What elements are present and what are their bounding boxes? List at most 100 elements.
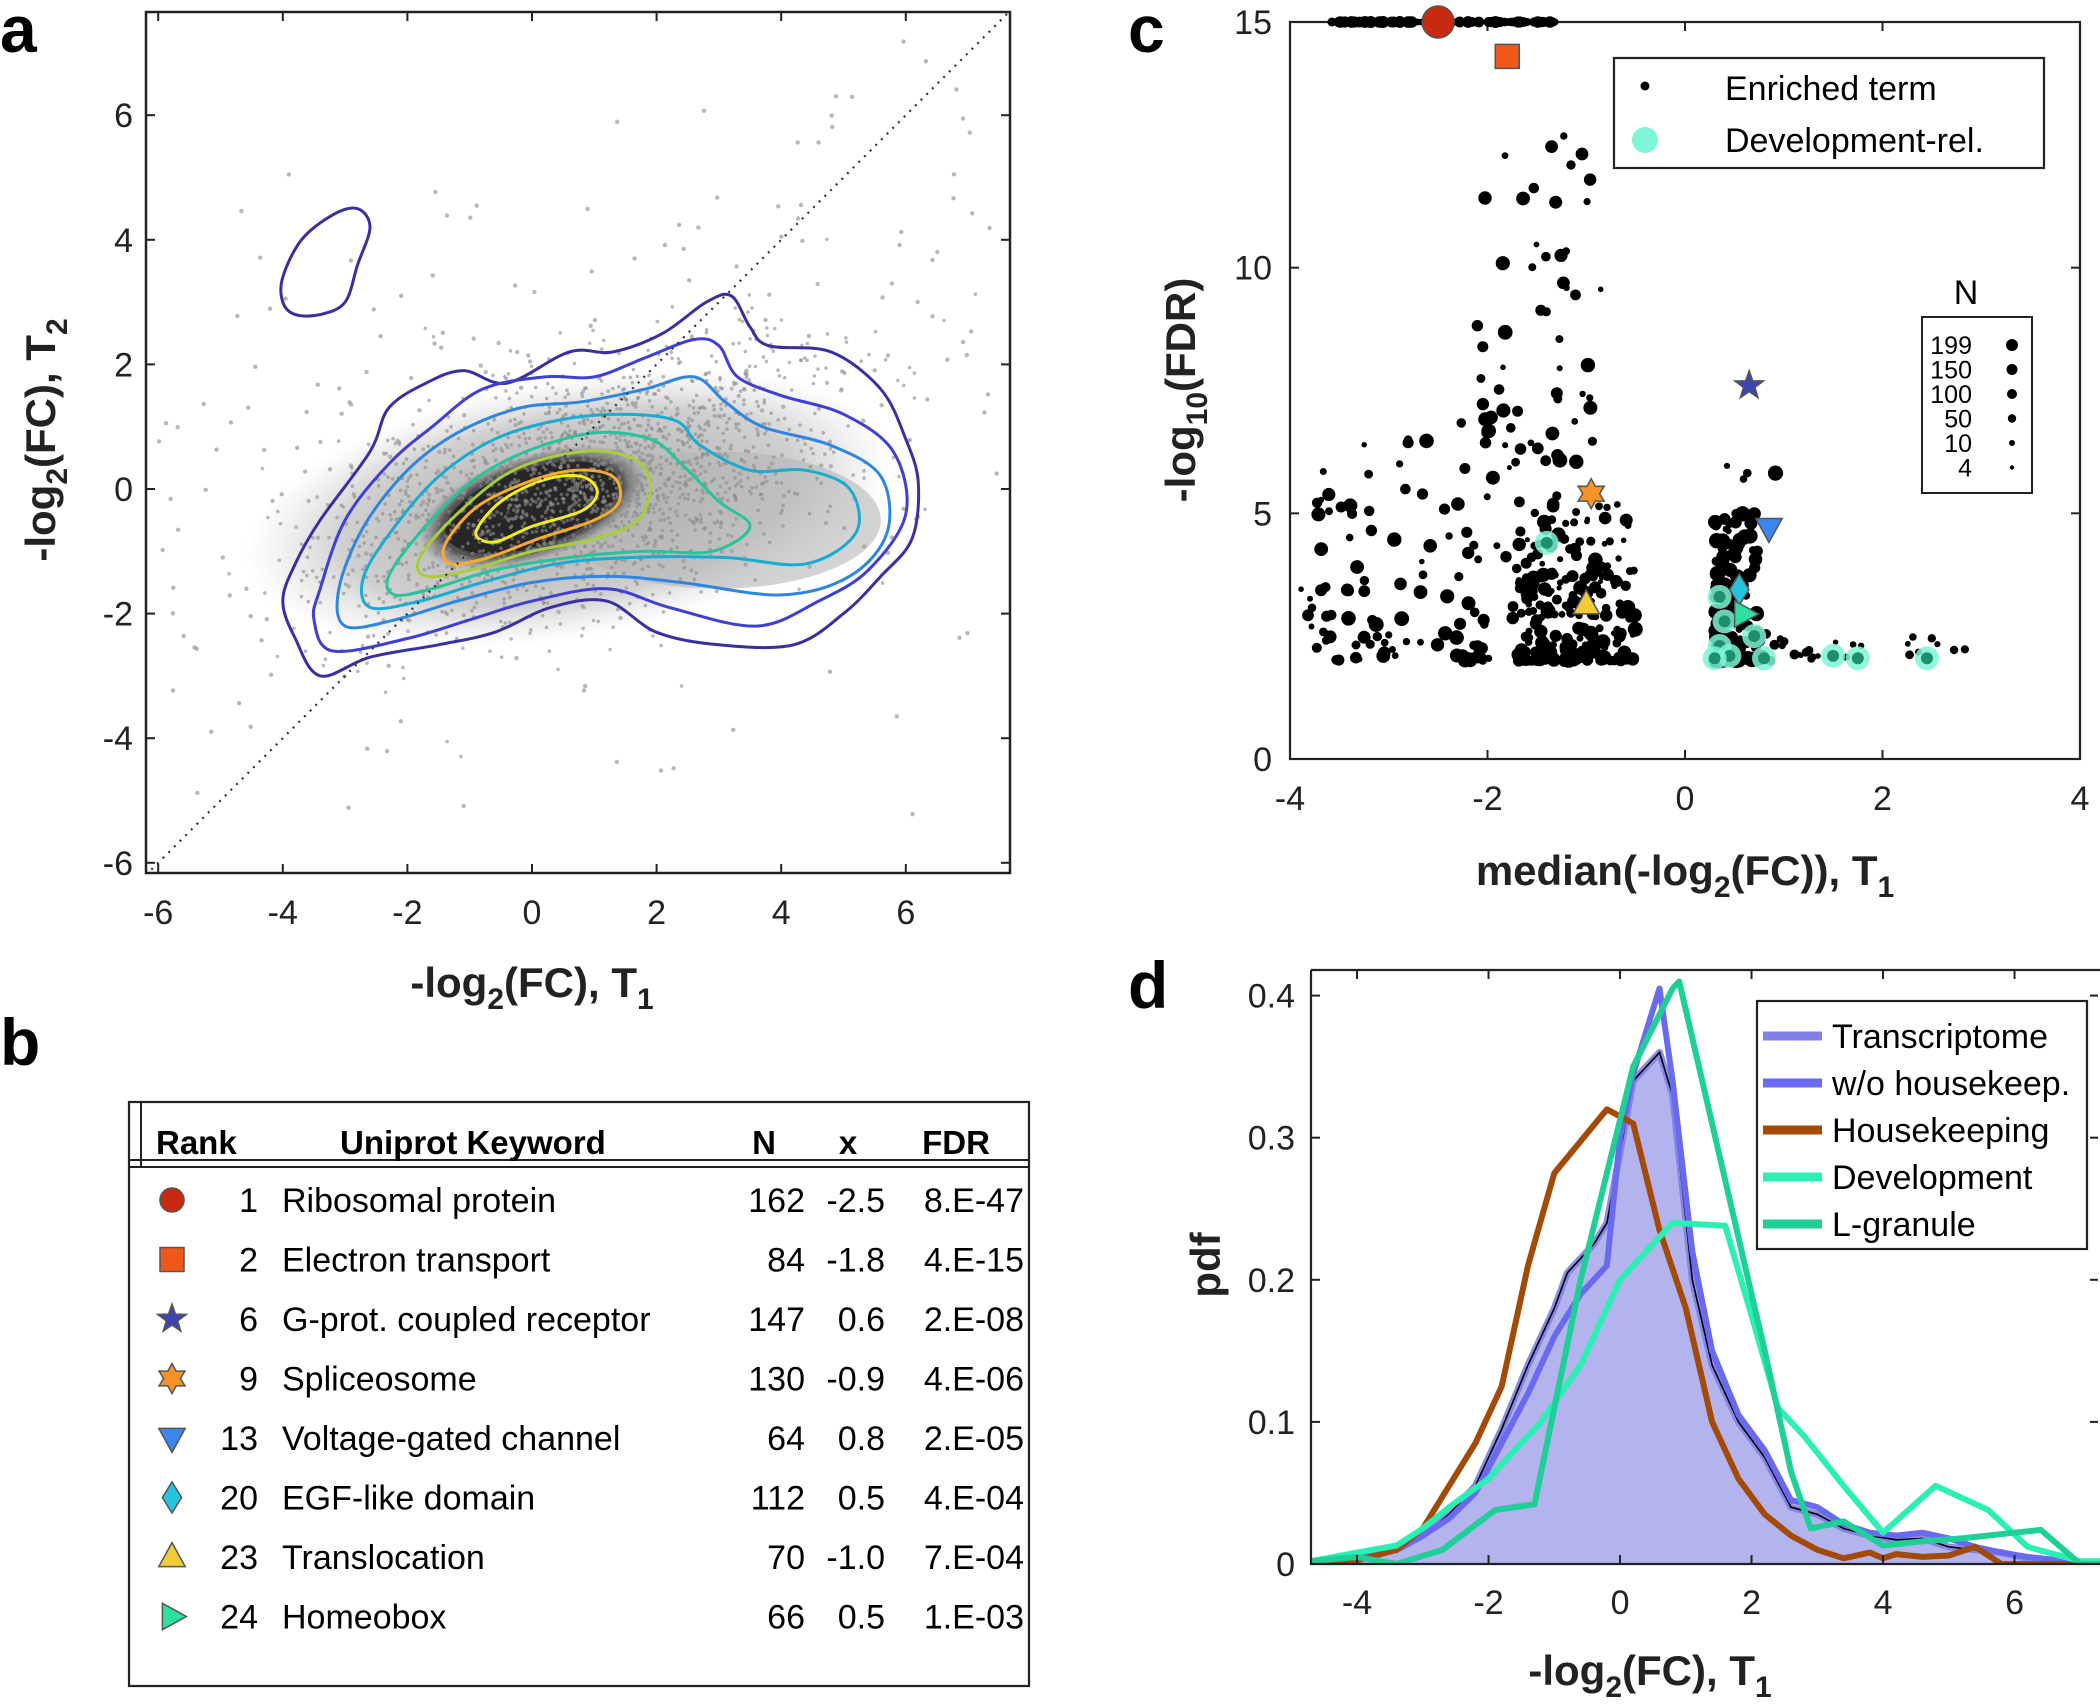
enriched-term-point — [1445, 532, 1453, 540]
data-point — [601, 495, 606, 500]
outlier-point — [696, 225, 701, 230]
data-point — [562, 520, 566, 525]
data-point — [540, 514, 544, 519]
data-point — [520, 490, 525, 495]
data-point — [733, 306, 737, 310]
data-point — [495, 510, 499, 514]
data-point — [734, 517, 738, 521]
data-point — [627, 494, 631, 498]
data-point — [625, 471, 629, 476]
outlier-point — [718, 414, 723, 419]
enriched-term-point — [1769, 639, 1780, 650]
outlier-point — [339, 411, 344, 416]
data-point — [568, 458, 573, 463]
table-row: 23 Translocation 70 -1.0 7.E-04 — [157, 1539, 1024, 1577]
data-point — [682, 460, 686, 465]
enriched-term-point — [1742, 568, 1757, 583]
data-point — [675, 462, 679, 466]
fdr-cell: 4.E-15 — [924, 1242, 1024, 1280]
data-point — [555, 552, 559, 557]
data-point — [647, 444, 651, 449]
outlier-point — [246, 405, 251, 410]
data-point — [405, 485, 410, 489]
data-point — [683, 474, 687, 479]
data-point — [813, 354, 817, 358]
outlier-point — [968, 329, 974, 334]
data-point — [754, 455, 758, 460]
data-point — [596, 454, 600, 458]
data-point — [535, 486, 540, 491]
data-point — [509, 443, 513, 447]
enriched-term-point — [1449, 630, 1464, 645]
enriched-term-point — [1598, 579, 1603, 584]
data-point — [651, 552, 655, 556]
data-point — [499, 446, 503, 451]
data-point — [551, 462, 555, 467]
data-point — [629, 461, 633, 466]
data-point — [721, 476, 725, 480]
data-point — [633, 441, 638, 446]
enriched-term-point — [1521, 655, 1533, 666]
data-point — [600, 347, 604, 351]
data-point — [509, 543, 513, 548]
contour-level-2 — [311, 337, 909, 654]
outlier-point — [181, 633, 186, 639]
data-point — [708, 512, 712, 516]
data-point — [547, 494, 552, 498]
outlier-point — [295, 445, 300, 450]
data-point — [382, 472, 387, 476]
data-point — [654, 465, 658, 470]
outlier-point — [515, 349, 520, 355]
outlier-point — [681, 246, 686, 251]
data-point — [747, 364, 752, 369]
data-point — [645, 389, 650, 394]
data-point — [381, 600, 386, 604]
data-point — [729, 443, 733, 448]
data-point — [896, 378, 900, 383]
panel-d-line: -4 -2 0 2 4 6 00.10.20.30.4 Transcriptomew/o … — [1182, 968, 2100, 1704]
data-point — [665, 495, 670, 500]
highlighted-keyword-markers — [1421, 5, 1784, 629]
col-header-x: x — [839, 1124, 858, 1161]
data-point — [616, 607, 620, 612]
enriched-term-point — [1515, 577, 1522, 583]
x-tick-label: 4 — [772, 894, 791, 932]
enriched-term-point — [1629, 632, 1636, 638]
data-point — [662, 496, 666, 501]
data-point — [582, 605, 586, 609]
outlier-point — [542, 541, 547, 546]
enriched-term-point — [1583, 400, 1598, 415]
enriched-term-point — [1506, 611, 1519, 625]
data-point — [603, 434, 607, 439]
data-point — [799, 449, 804, 453]
enriched-term-points — [1298, 16, 1969, 669]
data-point — [660, 410, 664, 415]
outlier-point — [306, 498, 311, 504]
data-point — [771, 349, 776, 354]
size-legend-marker — [2007, 389, 2017, 399]
data-point — [311, 536, 315, 540]
data-point — [742, 460, 747, 464]
data-point — [569, 517, 573, 522]
data-point — [442, 494, 446, 499]
outlier-point — [734, 264, 739, 269]
outlier-point — [523, 498, 528, 503]
data-point — [631, 514, 635, 518]
data-point — [626, 491, 630, 495]
data-point — [669, 547, 673, 551]
data-point — [277, 558, 282, 563]
data-point — [589, 408, 593, 412]
data-point — [431, 565, 435, 569]
data-point — [744, 375, 749, 380]
data-point — [320, 567, 325, 572]
data-point — [559, 492, 564, 497]
data-point — [470, 472, 474, 476]
data-point — [529, 364, 534, 369]
data-point — [362, 541, 366, 545]
data-point — [396, 537, 401, 541]
x-tick-label: 0 — [1676, 780, 1695, 818]
data-point — [597, 474, 601, 479]
fdr-cell: 4.E-04 — [924, 1480, 1024, 1518]
data-point — [541, 447, 546, 451]
outlier-point — [994, 471, 999, 476]
